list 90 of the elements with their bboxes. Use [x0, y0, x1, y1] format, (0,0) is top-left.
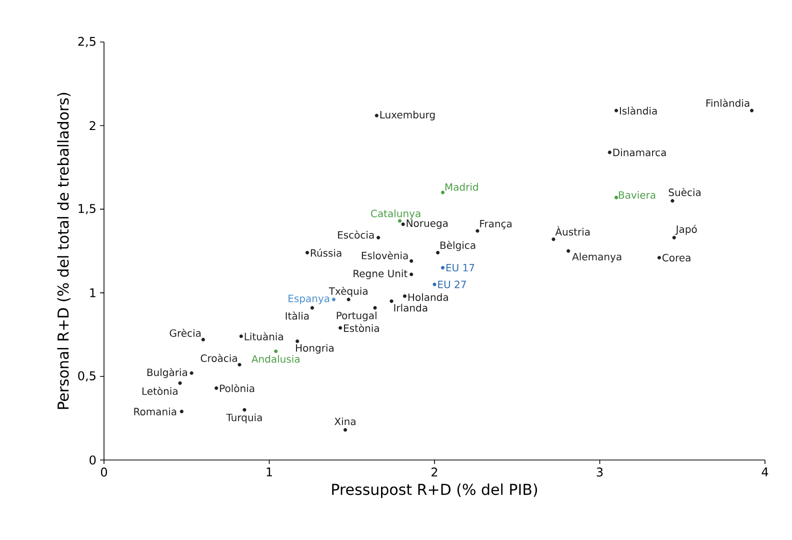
point	[376, 236, 380, 240]
data-label: Japó	[675, 224, 697, 235]
point	[332, 298, 336, 302]
data-label: Turquia	[226, 414, 262, 424]
data-label: Bulgària	[147, 368, 187, 378]
y-tick-label: 2,5	[78, 36, 96, 48]
point	[670, 199, 674, 203]
x-axis-title: Pressupost R+D (% del PIB)	[332, 483, 538, 498]
y-tick-label: 0,5	[78, 371, 96, 382]
data-label: Islàndia	[620, 106, 657, 115]
data-label: Romania	[134, 408, 176, 416]
data-label: Dinamarca	[613, 148, 666, 156]
point	[440, 266, 445, 270]
point	[214, 386, 218, 390]
data-label: Suècia	[668, 188, 700, 196]
point	[373, 306, 377, 310]
data-label: Portugal	[336, 312, 376, 322]
point	[346, 298, 350, 302]
data-label: Espanya	[288, 294, 330, 304]
point	[436, 250, 440, 254]
data-label: EU 27	[438, 280, 466, 288]
data-label: Polònia	[220, 384, 254, 392]
point	[750, 108, 754, 112]
x-tick-label: 4	[762, 468, 768, 476]
point	[432, 282, 436, 286]
data-label: Letònia	[142, 386, 178, 395]
y-tick-label: 1,5	[78, 204, 96, 214]
data-label: Estònia	[344, 324, 379, 332]
point	[274, 350, 278, 354]
data-label: Catalunya	[371, 210, 420, 220]
y-tick-label: 0	[90, 455, 96, 465]
data-label: Rússia	[310, 248, 342, 257]
point	[476, 229, 480, 233]
point	[614, 108, 618, 112]
point	[338, 326, 342, 330]
point	[657, 256, 662, 260]
data-label: Luxemburg	[380, 110, 435, 120]
data-label: Xina	[334, 417, 356, 426]
data-label: Corea	[662, 254, 690, 262]
point	[608, 150, 612, 154]
point	[374, 114, 378, 118]
data-label: Croàcia	[200, 354, 237, 362]
point	[242, 408, 246, 412]
point	[614, 196, 618, 200]
point	[238, 362, 242, 366]
point	[672, 236, 676, 240]
point	[390, 299, 394, 303]
data-label: Irlanda	[394, 304, 428, 312]
data-label: Àustria	[555, 226, 590, 236]
data-label: Eslovènia	[362, 251, 408, 260]
data-label: Regne Unit	[354, 270, 408, 280]
data-label: Grècia	[170, 328, 201, 337]
data-label: Lituània	[244, 332, 283, 340]
point	[566, 249, 570, 253]
data-label: Noruega	[406, 220, 448, 229]
data-label: EU 17	[446, 264, 474, 272]
point	[305, 250, 310, 254]
point	[201, 338, 205, 342]
point	[401, 222, 405, 226]
data-label: Escòcia	[338, 230, 374, 239]
point	[410, 272, 414, 276]
y-axis-title: Personal R+D (% del total de treballadors)	[57, 92, 71, 409]
data-label: Baviera	[618, 191, 656, 199]
y-tick-label: 1	[90, 288, 96, 298]
data-label: Alemanya	[572, 252, 622, 262]
point	[552, 237, 556, 242]
point	[178, 381, 182, 385]
data-label: Itàlia	[286, 312, 309, 320]
point	[239, 334, 243, 338]
data-label: Madrid	[445, 183, 478, 191]
y-tick-label: 2	[90, 121, 96, 130]
data-label: Andalusia	[252, 355, 300, 363]
data-label: Finlàndia	[706, 98, 750, 107]
x-tick-label: 1	[266, 468, 272, 476]
point	[440, 190, 445, 194]
point	[410, 259, 414, 263]
point	[180, 410, 184, 414]
x-tick-label: 2	[432, 468, 438, 476]
x-tick-label: 3	[596, 468, 603, 477]
x-tick-label: 0	[100, 468, 108, 477]
data-label: Hongria	[296, 344, 334, 354]
point	[310, 306, 314, 310]
data-label: Bèlgica	[440, 240, 476, 251]
point	[296, 339, 300, 344]
point	[343, 428, 348, 432]
point	[190, 371, 194, 375]
data-label: Txèquia	[328, 286, 368, 297]
data-label: França	[480, 220, 512, 230]
data-label: Holanda	[408, 293, 448, 301]
point	[402, 294, 407, 298]
